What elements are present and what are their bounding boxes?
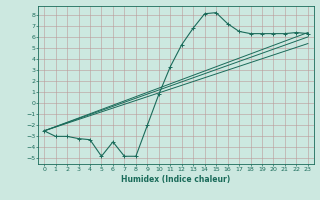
- X-axis label: Humidex (Indice chaleur): Humidex (Indice chaleur): [121, 175, 231, 184]
